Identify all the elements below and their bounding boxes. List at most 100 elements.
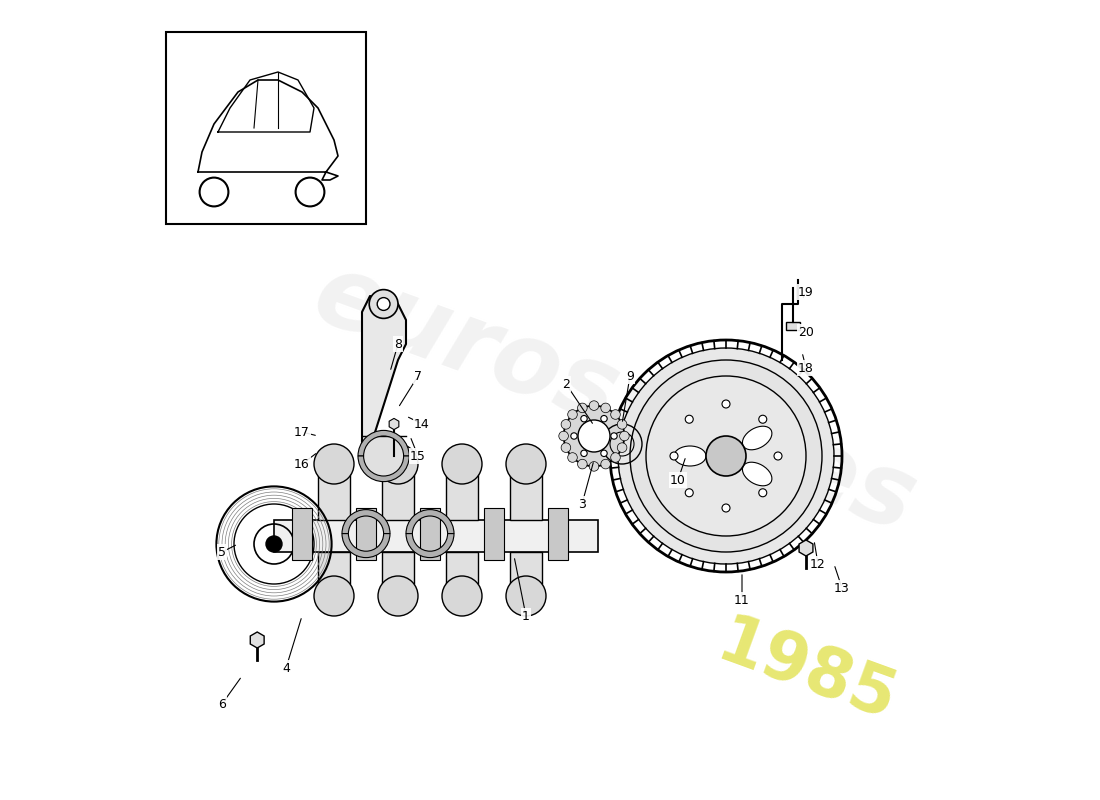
- Circle shape: [590, 401, 598, 410]
- Circle shape: [601, 403, 610, 413]
- Circle shape: [610, 410, 620, 419]
- Circle shape: [759, 489, 767, 497]
- Text: 17: 17: [294, 426, 310, 438]
- Circle shape: [685, 415, 693, 423]
- Wedge shape: [358, 430, 409, 456]
- Polygon shape: [510, 552, 542, 584]
- Polygon shape: [382, 464, 414, 520]
- Circle shape: [506, 444, 546, 484]
- Circle shape: [685, 489, 693, 497]
- Circle shape: [759, 415, 767, 423]
- Wedge shape: [406, 510, 454, 534]
- Circle shape: [774, 452, 782, 460]
- Text: 6: 6: [218, 698, 226, 710]
- Circle shape: [442, 576, 482, 616]
- Text: 1985: 1985: [707, 610, 904, 734]
- Circle shape: [678, 408, 774, 504]
- Text: 4: 4: [282, 662, 290, 674]
- Circle shape: [561, 443, 571, 453]
- Polygon shape: [293, 508, 311, 560]
- Circle shape: [314, 444, 354, 484]
- Circle shape: [618, 348, 834, 564]
- Circle shape: [360, 432, 408, 480]
- Text: 14: 14: [414, 418, 430, 430]
- Text: 9: 9: [626, 370, 634, 382]
- Polygon shape: [318, 552, 350, 584]
- Wedge shape: [342, 510, 390, 534]
- Text: eurospares: eurospares: [300, 246, 927, 554]
- Text: 19: 19: [799, 286, 814, 298]
- Circle shape: [377, 298, 390, 310]
- Polygon shape: [799, 540, 813, 556]
- Text: 16: 16: [294, 458, 310, 470]
- Circle shape: [559, 431, 569, 441]
- Circle shape: [568, 453, 578, 462]
- Wedge shape: [406, 534, 454, 558]
- Circle shape: [722, 504, 730, 512]
- Circle shape: [630, 360, 822, 552]
- Circle shape: [578, 403, 587, 413]
- Circle shape: [601, 459, 610, 469]
- Circle shape: [601, 450, 607, 457]
- Circle shape: [571, 433, 578, 439]
- Polygon shape: [318, 464, 350, 520]
- Polygon shape: [446, 464, 478, 520]
- Polygon shape: [389, 418, 399, 430]
- Circle shape: [610, 433, 617, 439]
- Polygon shape: [251, 632, 264, 648]
- Text: 8: 8: [394, 338, 402, 350]
- Circle shape: [601, 415, 607, 422]
- Ellipse shape: [674, 446, 706, 466]
- Circle shape: [581, 450, 587, 457]
- Text: 5: 5: [218, 546, 226, 558]
- Text: 7: 7: [414, 370, 422, 382]
- Circle shape: [578, 459, 587, 469]
- Polygon shape: [484, 508, 504, 560]
- Polygon shape: [446, 552, 478, 584]
- Wedge shape: [358, 456, 409, 482]
- Text: 3: 3: [579, 498, 586, 510]
- Circle shape: [590, 462, 598, 471]
- FancyBboxPatch shape: [166, 32, 366, 224]
- Circle shape: [617, 443, 627, 453]
- Text: 11: 11: [734, 594, 750, 606]
- Polygon shape: [420, 508, 440, 560]
- Polygon shape: [356, 508, 375, 560]
- Circle shape: [578, 420, 610, 452]
- Text: 18: 18: [799, 362, 814, 374]
- Polygon shape: [382, 552, 414, 584]
- Circle shape: [378, 576, 418, 616]
- Circle shape: [370, 290, 398, 318]
- Text: 15: 15: [410, 450, 426, 462]
- Polygon shape: [362, 296, 406, 464]
- Polygon shape: [274, 520, 598, 552]
- Circle shape: [670, 452, 678, 460]
- Circle shape: [314, 576, 354, 616]
- Circle shape: [722, 400, 730, 408]
- Text: 2: 2: [562, 378, 570, 390]
- FancyBboxPatch shape: [786, 322, 801, 330]
- Circle shape: [610, 453, 620, 462]
- Circle shape: [561, 419, 571, 429]
- Circle shape: [506, 576, 546, 616]
- Wedge shape: [342, 534, 390, 558]
- Circle shape: [658, 388, 794, 524]
- Polygon shape: [510, 464, 542, 520]
- Text: 12: 12: [810, 558, 826, 570]
- Circle shape: [581, 415, 587, 422]
- Circle shape: [563, 406, 625, 466]
- Circle shape: [706, 436, 746, 476]
- Ellipse shape: [742, 462, 772, 486]
- Circle shape: [617, 419, 627, 429]
- Text: 13: 13: [834, 582, 850, 594]
- Circle shape: [266, 536, 282, 552]
- Text: 20: 20: [799, 326, 814, 338]
- Polygon shape: [549, 508, 568, 560]
- Circle shape: [378, 444, 418, 484]
- Ellipse shape: [742, 426, 772, 450]
- Circle shape: [646, 376, 806, 536]
- Circle shape: [568, 410, 578, 419]
- Text: 1: 1: [522, 610, 530, 622]
- Circle shape: [619, 431, 629, 441]
- Text: 10: 10: [670, 474, 686, 486]
